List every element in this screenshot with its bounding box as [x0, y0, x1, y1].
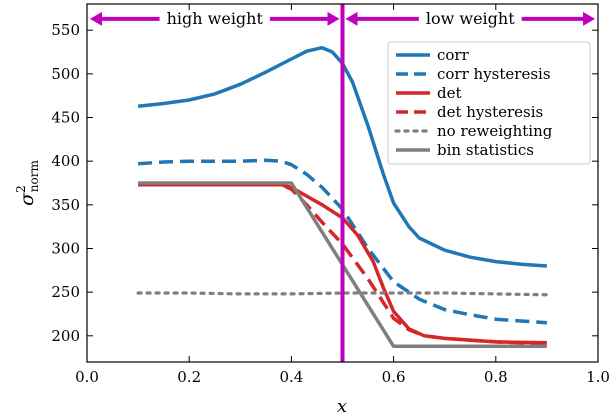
y-tick-label: 350 [51, 196, 80, 214]
annotation-layer: high weight low weight [90, 9, 595, 28]
legend-label-det: det [437, 84, 462, 102]
annotation-label: high weight [167, 9, 264, 28]
x-tick-label: 0.4 [279, 368, 303, 386]
arrow-head-left [345, 11, 358, 26]
x-tick-label: 0.6 [382, 368, 406, 386]
legend-label-corr: corr [437, 46, 470, 64]
y-tick-label: 300 [51, 239, 80, 257]
legend-label-bin-statistics: bin statistics [437, 141, 534, 159]
legend-label-corr-hysteresis: corr hysteresis [437, 65, 551, 83]
arrow-head-right [583, 11, 595, 26]
x-tick-label: 0.8 [484, 368, 508, 386]
annotation-high-weight: high weight [90, 9, 340, 28]
y-tick-label: 200 [51, 327, 80, 345]
annotation-label: low weight [426, 9, 515, 28]
series-line-no-reweighting [136, 291, 549, 297]
legend-label-det-hysteresis: det hysteresis [437, 103, 543, 121]
x-tick-label: 0.0 [75, 368, 99, 386]
y-axis-label-sub: norm [27, 160, 41, 193]
y-axis-label-sup: 2 [14, 185, 28, 193]
y-tick-label: 400 [51, 152, 80, 170]
y-tick-label: 450 [51, 109, 80, 127]
x-tick-label: 0.2 [177, 368, 201, 386]
legend-label-no-reweighting: no reweighting [437, 122, 553, 140]
y-tick-label: 550 [51, 21, 80, 39]
x-tick-label: 1.0 [586, 368, 610, 386]
legend-box [387, 41, 591, 165]
series-line-corr [137, 45, 548, 268]
arrow-head-right [327, 11, 340, 26]
y-axis-label: σ2norm [14, 160, 41, 206]
annotation-low-weight: low weight [345, 9, 595, 28]
x-axis-label: x [337, 396, 347, 417]
y-tick-label: 500 [51, 65, 80, 83]
y-axis-label-main: σ [16, 192, 38, 206]
axes: 0.0 0.2 0.4 0.6 0.8 1.0 200 250 300 350 400 450 500 5… [51, 3, 610, 386]
y-tick-label: 250 [51, 283, 80, 301]
arrow-head-left [90, 11, 102, 26]
plot-frame [86, 3, 599, 363]
series-line-corr-hysteresis [137, 158, 548, 325]
